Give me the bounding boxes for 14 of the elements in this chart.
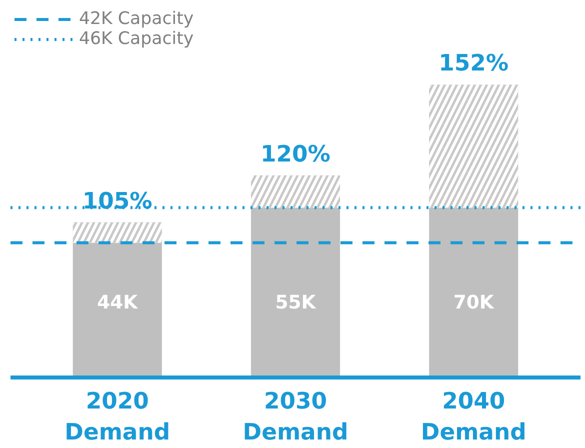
text: 152% <box>438 50 509 77</box>
legend-label: 46K Capacity <box>79 29 194 49</box>
x-tick-label: 2020 Demand <box>64 388 170 446</box>
bar <box>72 242 162 378</box>
annotation: 55K <box>275 292 318 314</box>
legend-label: 42K Capacity <box>79 9 194 29</box>
bar <box>429 208 518 378</box>
bar <box>250 208 340 378</box>
annotation: 44K <box>97 292 140 314</box>
annotation: 70K <box>453 292 496 314</box>
annotation: 105% <box>82 188 152 214</box>
x-tick-label: 2040 Demand <box>420 388 526 446</box>
x-tick-label: 2030 Demand <box>242 388 348 446</box>
annotation: 120% <box>260 141 331 168</box>
